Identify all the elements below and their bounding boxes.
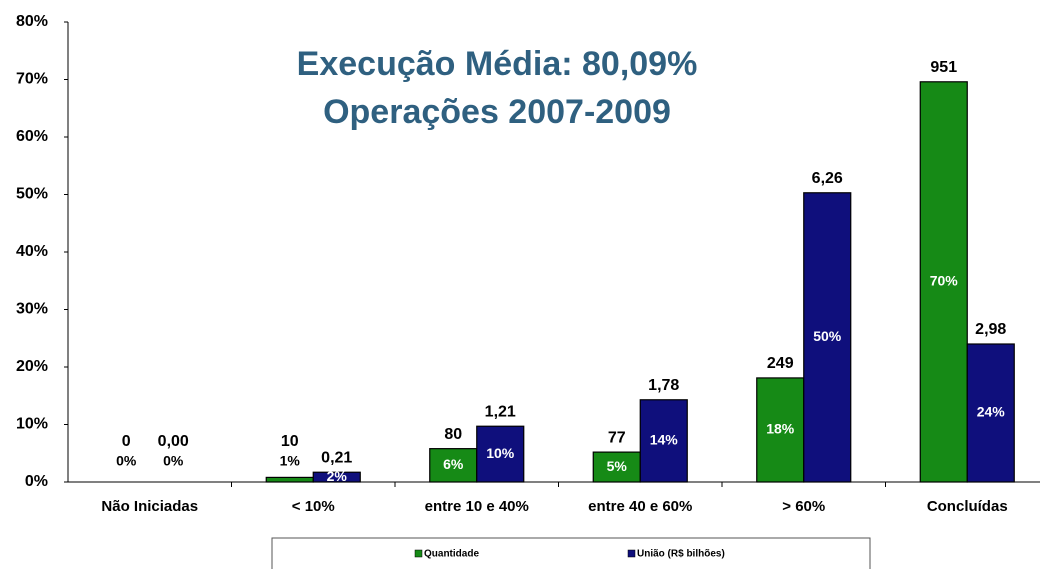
value-label: 0% — [116, 453, 137, 469]
x-tick-label: Não Iniciadas — [101, 498, 198, 515]
total-label: 0 — [122, 433, 131, 450]
total-label: 0,00 — [158, 433, 189, 450]
total-label: 77 — [608, 429, 626, 446]
bar — [919, 81, 968, 483]
x-tick-label: < 10% — [292, 498, 335, 515]
value-label: 70% — [930, 273, 959, 289]
x-tick-label: Concluídas — [927, 498, 1008, 515]
bar — [476, 425, 525, 483]
value-label: 0% — [163, 453, 184, 469]
bar — [265, 476, 314, 483]
total-label: 6,26 — [812, 170, 843, 187]
value-label: 10% — [486, 445, 515, 461]
value-label: 2% — [327, 468, 348, 484]
chart-title: Operações 2007-2009 — [323, 93, 671, 131]
bar — [756, 377, 805, 483]
bar — [639, 399, 688, 483]
legend-swatch — [627, 549, 636, 558]
total-label: 10 — [281, 433, 299, 450]
legend-label: Quantidade — [424, 549, 479, 560]
total-label: 2,98 — [975, 321, 1006, 338]
y-tick-label: 60% — [16, 128, 48, 145]
value-label: 6% — [443, 456, 464, 472]
bar — [312, 471, 361, 483]
x-tick-label: entre 40 e 60% — [588, 498, 692, 515]
y-tick-label: 80% — [16, 13, 48, 30]
total-label: 951 — [930, 59, 957, 76]
y-tick-label: 50% — [16, 186, 48, 203]
value-label: 1% — [280, 453, 301, 469]
legend-swatch — [414, 549, 423, 558]
chart-title: Execução Média: 80,09% — [297, 45, 698, 83]
value-label: 24% — [977, 404, 1006, 420]
y-tick-label: 0% — [25, 473, 48, 490]
total-label: 249 — [767, 355, 794, 372]
bar — [592, 451, 641, 483]
legend-box — [271, 537, 871, 569]
x-tick-label: entre 10 e 40% — [425, 498, 529, 515]
bar — [803, 192, 852, 483]
value-label: 5% — [607, 458, 628, 474]
total-label: 80 — [444, 426, 462, 443]
value-label: 14% — [650, 432, 679, 448]
value-label: 50% — [813, 328, 842, 344]
y-tick-label: 40% — [16, 243, 48, 260]
y-tick-label: 70% — [16, 71, 48, 88]
total-label: 1,78 — [648, 377, 679, 394]
value-label: 18% — [766, 421, 795, 437]
legend-label: União (R$ bilhões) — [637, 549, 725, 560]
y-tick-label: 10% — [16, 416, 48, 433]
y-tick-label: 20% — [16, 358, 48, 375]
x-tick-label: > 60% — [782, 498, 825, 515]
y-tick-label: 30% — [16, 301, 48, 318]
total-label: 0,21 — [321, 449, 352, 466]
bar — [966, 343, 1015, 483]
total-label: 1,21 — [485, 403, 516, 420]
